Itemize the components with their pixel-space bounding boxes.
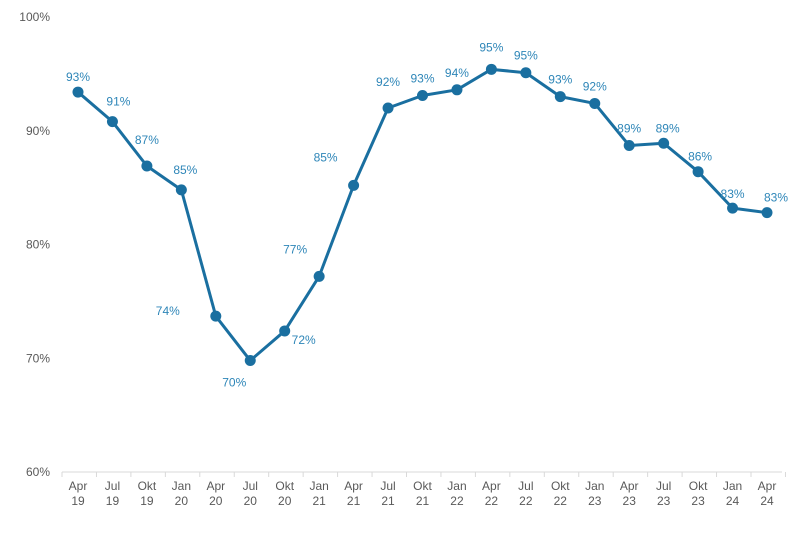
data-label: 83% (721, 187, 745, 201)
data-point (244, 355, 256, 367)
data-point (141, 160, 153, 172)
data-point (106, 116, 118, 128)
x-tick-label: Jul 19 (105, 479, 120, 508)
data-point (589, 97, 601, 109)
x-tick-label: Jan 22 (447, 479, 466, 508)
data-label: 85% (173, 163, 197, 177)
data-point (692, 166, 704, 178)
data-label: 93% (548, 73, 572, 87)
data-label: 77% (283, 242, 307, 256)
y-tick-label: 80% (26, 238, 50, 252)
data-label: 89% (656, 121, 680, 135)
series-group (72, 63, 773, 367)
data-point (451, 84, 463, 96)
data-point (623, 140, 635, 152)
data-label: 95% (514, 49, 538, 63)
data-label: 72% (292, 333, 316, 347)
data-label: 86% (688, 150, 712, 164)
x-tick-label: Apr 24 (758, 479, 777, 508)
data-labels-group: 93% 91% 87% 85% 74% 70% 72% 77% 85% 92% 93% 94% 95% 9… (66, 40, 788, 389)
x-tick-label: Jul 23 (656, 479, 671, 508)
x-tick-label: Apr 20 (206, 479, 225, 508)
x-tick-label: Jan 23 (585, 479, 604, 508)
data-label: 85% (314, 150, 338, 164)
x-tick-label: Apr 22 (482, 479, 501, 508)
data-label: 93% (410, 71, 434, 85)
y-tick-label: 100% (19, 10, 50, 24)
x-tick-label: Jan 20 (172, 479, 191, 508)
y-tick-label: 70% (26, 351, 50, 365)
data-label: 95% (479, 40, 503, 54)
x-tick-label: Okt 20 (275, 479, 294, 508)
series-line (77, 67, 768, 363)
data-point (279, 325, 291, 337)
data-point (313, 270, 325, 282)
x-tick-label: Okt 19 (138, 479, 157, 508)
data-label: 89% (617, 122, 641, 136)
x-tick-label: Okt 21 (413, 479, 432, 508)
data-label: 92% (376, 75, 400, 89)
x-axis: Apr 19 Jul 19 Okt 19 Jan 20 Apr 20 Jul 20 Okt 20 Jan 21… (61, 471, 786, 508)
x-tick-label: Apr 19 (69, 479, 88, 508)
y-axis: 60% 70% 80% 90% 100% (19, 10, 50, 479)
data-point (658, 137, 670, 149)
data-label: 93% (66, 70, 90, 84)
x-tick-label: Okt 23 (689, 479, 708, 508)
data-point (175, 184, 187, 196)
x-tick-label: Apr 21 (344, 479, 363, 508)
x-tick-label: Jul 22 (518, 479, 533, 508)
x-tick-label: Jul 20 (243, 479, 258, 508)
y-tick-label: 60% (26, 465, 50, 479)
data-point (348, 179, 360, 191)
data-point (727, 202, 739, 214)
y-tick-label: 90% (26, 124, 50, 138)
data-point (520, 67, 532, 79)
data-label: 87% (135, 133, 159, 147)
x-tick-label: Okt 22 (551, 479, 570, 508)
data-point (417, 89, 428, 101)
data-label: 94% (445, 66, 469, 80)
x-tick-label: Jan 21 (309, 479, 328, 508)
data-point (485, 63, 497, 75)
data-label: 91% (106, 95, 130, 109)
data-label: 83% (764, 191, 788, 205)
data-point (554, 91, 566, 103)
x-tick-label: Apr 23 (620, 479, 639, 508)
data-point (210, 310, 222, 322)
data-point (382, 102, 394, 114)
data-point (72, 86, 84, 98)
x-tick-label: Jan 24 (723, 479, 742, 508)
data-label: 70% (222, 376, 246, 390)
data-label: 74% (156, 304, 180, 318)
data-point (761, 207, 773, 219)
x-tick-label: Jul 21 (380, 479, 395, 508)
data-label: 92% (583, 79, 607, 93)
